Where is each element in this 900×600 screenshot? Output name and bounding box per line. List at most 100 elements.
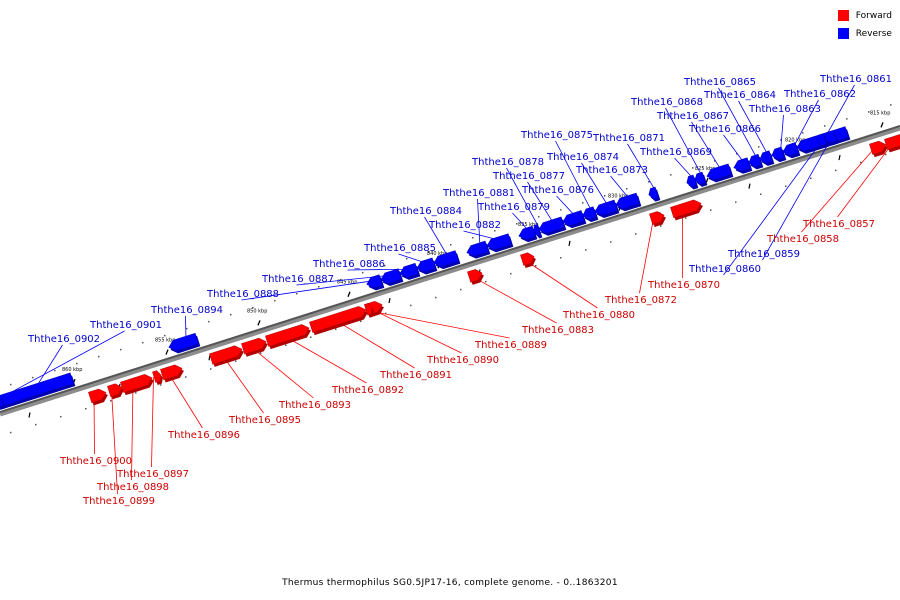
- gene-label[interactable]: Ththe16_0902: [27, 334, 100, 345]
- gene-ththe16-0864[interactable]: [758, 150, 775, 167]
- gene-ththe16-0881[interactable]: [465, 240, 491, 261]
- gene-ththe16-0896[interactable]: [160, 363, 185, 383]
- gene-ththe16-0885[interactable]: [415, 257, 438, 277]
- gene-ththe16-0878[interactable]: [532, 224, 543, 239]
- gene-label[interactable]: Ththe16_0875: [520, 130, 593, 141]
- gene-ththe16-0883[interactable]: [467, 267, 485, 285]
- gene-ththe16-0870[interactable]: [670, 198, 704, 221]
- gene-label[interactable]: Ththe16_0898: [96, 482, 169, 493]
- tick-label: 820 kbp: [785, 137, 805, 143]
- gene-label[interactable]: Ththe16_0876: [521, 185, 594, 196]
- gene-label[interactable]: Ththe16_0890: [426, 355, 499, 366]
- gene-ththe16-0879[interactable]: [517, 225, 538, 244]
- gene-label[interactable]: Ththe16_0887: [261, 274, 334, 285]
- gene-label[interactable]: Ththe16_0882: [428, 220, 501, 231]
- gene-ththe16-0858[interactable]: [869, 139, 889, 158]
- gene-ththe16-0857[interactable]: [884, 132, 900, 153]
- gene-label[interactable]: Ththe16_0897: [116, 469, 189, 480]
- gene-label[interactable]: Ththe16_0883: [521, 325, 594, 336]
- gene-label[interactable]: Ththe16_0886: [312, 259, 385, 270]
- gene-label[interactable]: Ththe16_0866: [688, 124, 761, 135]
- legend-reverse[interactable]: Reverse: [837, 26, 892, 41]
- gene-ththe16-0888[interactable]: [365, 274, 385, 292]
- gene-label[interactable]: Ththe16_0862: [783, 89, 856, 100]
- gene-ththe16-0862[interactable]: [781, 142, 801, 160]
- gene-label[interactable]: Ththe16_0889: [474, 340, 547, 351]
- gene-body: [107, 383, 123, 398]
- gene-label[interactable]: Ththe16_0871: [592, 133, 665, 144]
- gene-ththe16-0868[interactable]: [693, 171, 708, 189]
- gene-ththe16-0882[interactable]: [485, 233, 514, 254]
- gene-label[interactable]: Ththe16_0872: [604, 295, 677, 306]
- gene-label[interactable]: Ththe16_0900: [59, 456, 132, 467]
- gene-body: [748, 153, 762, 168]
- gene-label[interactable]: Ththe16_0879: [477, 202, 550, 213]
- gene-label[interactable]: Ththe16_0888: [206, 289, 279, 300]
- gene-ththe16-0872[interactable]: [649, 210, 667, 228]
- gene-label[interactable]: Ththe16_0880: [562, 310, 635, 321]
- gene-ththe16-0901[interactable]: [0, 394, 6, 417]
- minor-tick: [568, 240, 571, 246]
- gene-ththe16-0892[interactable]: [265, 322, 312, 350]
- gene-label[interactable]: Ththe16_0873: [575, 165, 648, 176]
- gene-label[interactable]: Ththe16_0881: [442, 188, 515, 199]
- gene-label[interactable]: Ththe16_0858: [766, 234, 839, 245]
- gene-ththe16-0871[interactable]: [647, 186, 661, 203]
- gene-label[interactable]: Ththe16_0895: [228, 415, 301, 426]
- gene-label[interactable]: Ththe16_0893: [278, 400, 351, 411]
- gene-ththe16-0880[interactable]: [520, 251, 537, 269]
- gene-label[interactable]: Ththe16_0884: [389, 206, 462, 217]
- gene-label[interactable]: Ththe16_0864: [703, 90, 776, 101]
- gene-ththe16-0898[interactable]: [120, 372, 155, 396]
- gene-ththe16-0899[interactable]: [107, 382, 125, 400]
- gene-label[interactable]: Ththe16_0868: [630, 97, 703, 108]
- guide-dot: [135, 392, 137, 394]
- gene-ththe16-0875[interactable]: [581, 206, 599, 223]
- gene-ththe16-0887[interactable]: [379, 268, 404, 288]
- gene-label[interactable]: Ththe16_0867: [656, 111, 729, 122]
- gene-ththe16-0877[interactable]: [537, 216, 567, 238]
- gene-label[interactable]: Ththe16_0878: [471, 157, 544, 168]
- leader-line: [824, 84, 855, 139]
- gene-ththe16-0876[interactable]: [561, 210, 587, 230]
- gene-ththe16-0895[interactable]: [209, 344, 245, 367]
- gene-label[interactable]: Ththe16_0857: [802, 219, 875, 230]
- gene-ththe16-0859[interactable]: [823, 130, 839, 147]
- gene-label[interactable]: Ththe16_0885: [363, 243, 436, 254]
- gene-label[interactable]: Ththe16_0896: [167, 430, 240, 441]
- leader-line: [167, 372, 203, 429]
- gene-label[interactable]: Ththe16_0863: [748, 104, 821, 115]
- gene-ththe16-0874[interactable]: [593, 199, 620, 220]
- gene-label[interactable]: Ththe16_0899: [82, 496, 155, 507]
- gene-ththe16-0873[interactable]: [614, 192, 642, 214]
- gene-ththe16-0884[interactable]: [432, 250, 461, 271]
- gene-ththe16-0900[interactable]: [88, 387, 109, 406]
- gene-label[interactable]: Ththe16_0874: [546, 152, 619, 163]
- gene-label[interactable]: Ththe16_0861: [819, 74, 892, 85]
- gene-ththe16-0894[interactable]: [167, 332, 201, 356]
- gene-label[interactable]: Ththe16_0891: [379, 370, 452, 381]
- leader-line: [762, 135, 834, 261]
- gene-label[interactable]: Ththe16_0869: [639, 147, 712, 158]
- gene-ththe16-0886[interactable]: [398, 262, 421, 282]
- gene-ththe16-0902[interactable]: [0, 372, 76, 412]
- leader-line: [506, 167, 540, 229]
- gene-label[interactable]: Ththe16_0894: [150, 305, 223, 316]
- gene-label[interactable]: Ththe16_0865: [683, 77, 756, 88]
- gene-body: [241, 337, 267, 355]
- gene-label[interactable]: Ththe16_0877: [492, 171, 565, 182]
- gene-ththe16-0866[interactable]: [732, 157, 753, 175]
- gene-ththe16-0867[interactable]: [705, 163, 734, 185]
- gene-ththe16-0889[interactable]: [364, 302, 375, 318]
- gene-label[interactable]: Ththe16_0870: [647, 280, 720, 291]
- gene-ththe16-0891[interactable]: [309, 304, 369, 336]
- gene-ththe16-0893[interactable]: [241, 336, 269, 357]
- legend-forward[interactable]: Forward: [837, 8, 892, 23]
- gene-ththe16-0897[interactable]: [152, 369, 164, 385]
- gene-label[interactable]: Ththe16_0859: [727, 249, 800, 260]
- gene-label[interactable]: Ththe16_0892: [331, 385, 404, 396]
- gene-body: [518, 225, 536, 240]
- gene-ththe16-0863[interactable]: [770, 146, 787, 164]
- gene-label[interactable]: Ththe16_0901: [89, 320, 162, 331]
- gene-label[interactable]: Ththe16_0860: [688, 264, 761, 275]
